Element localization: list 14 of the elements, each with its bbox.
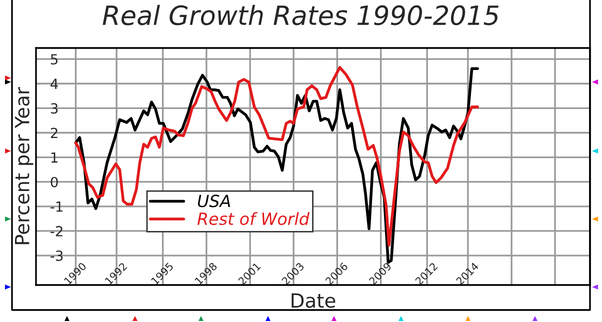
y-tick-label: 0 bbox=[50, 176, 58, 188]
y-tick-label: 5 bbox=[50, 54, 58, 65]
y-axis-title: Percent per Year bbox=[15, 87, 34, 244]
legend-label: USA bbox=[198, 194, 230, 208]
y-tick-label: -2 bbox=[50, 226, 62, 236]
y-tick-label: 1 bbox=[51, 152, 58, 163]
y-tick-label: 3 bbox=[50, 103, 58, 114]
y-tick-label: -1 bbox=[50, 202, 62, 212]
y-tick-label: 4 bbox=[50, 78, 58, 89]
chart-title: Real Growth Rates 1990-2015 bbox=[102, 4, 499, 26]
x-axis-title: Date bbox=[292, 293, 336, 308]
y-tick-label: -3 bbox=[50, 250, 63, 262]
y-tick-label: 2 bbox=[50, 128, 58, 138]
legend-label: Rest of World bbox=[197, 212, 310, 226]
